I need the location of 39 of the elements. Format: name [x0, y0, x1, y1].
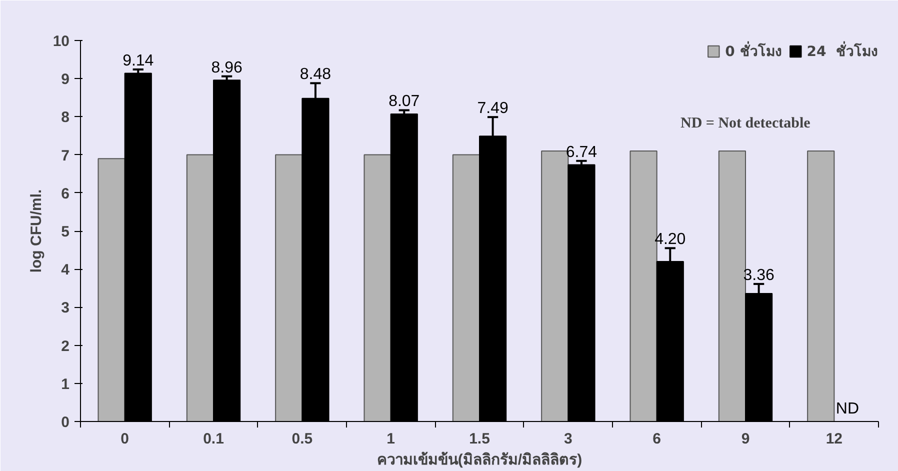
x-tick-label: 1.5: [469, 430, 490, 448]
annotation: ND = Not detectable: [680, 116, 811, 132]
y-tick-label: 3: [61, 300, 70, 317]
y-tick-label: 5: [61, 224, 70, 240]
legend-label: 0 ชั่วโมง: [725, 40, 782, 62]
text: ND: [836, 400, 860, 418]
data-label: 7.49: [477, 100, 508, 118]
x-tick-label: 12: [826, 430, 843, 448]
data-label: 8.48: [300, 66, 332, 84]
bar: [452, 154, 480, 422]
x-tick-label: 6: [652, 430, 662, 448]
legend-label: 24 ชั่วโมง: [806, 40, 878, 62]
x-tick-label: 0.1: [203, 430, 224, 448]
bar: [718, 150, 746, 422]
data-label: 8.07: [388, 93, 420, 110]
bar: [275, 154, 303, 422]
y-tick-label: 1: [61, 376, 70, 393]
y-tick-label: 6: [61, 185, 70, 202]
data-label: 6.74: [566, 144, 598, 161]
x-tick-label: 3: [564, 430, 572, 448]
data-label: 9.14: [122, 52, 154, 70]
y-axis-title: log CFU/ml.: [28, 189, 45, 273]
data-label: 8.96: [211, 59, 242, 76]
y-tick-label: 2: [61, 338, 70, 355]
x-tick-label: 0.5: [292, 430, 313, 448]
x-tick-label: 1: [386, 430, 396, 448]
y-tick-label: 0: [61, 414, 70, 431]
y-tick-label: 10: [52, 33, 70, 50]
x-tick-label: 9: [741, 430, 750, 448]
bar: [364, 154, 392, 422]
x-axis-title: ความเข้มข้น(มิลลิกรัม/มิลลิลิตร): [376, 450, 582, 468]
bar: [807, 150, 835, 422]
bar: [98, 158, 126, 422]
y-tick-label: 7: [61, 147, 70, 164]
y-tick-label: 4: [61, 262, 70, 279]
y-tick-label: 8: [61, 109, 70, 126]
x-tick-label: 0: [120, 430, 130, 448]
y-tick-label: 9: [61, 71, 70, 88]
bar: [186, 154, 214, 422]
